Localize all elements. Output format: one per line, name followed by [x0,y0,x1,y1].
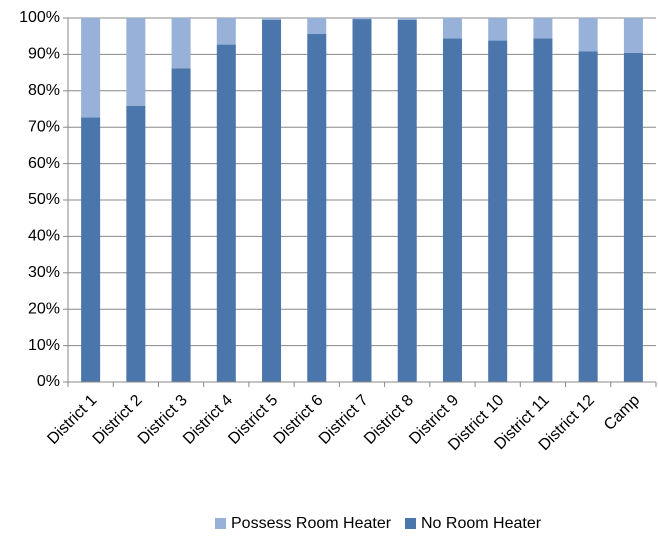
y-tick-label: 20% [28,300,60,317]
legend-label: Possess Room Heater [231,515,392,532]
bar-segment [533,38,553,382]
bar-segment [397,19,417,382]
bar-segment [216,18,236,45]
bar-segment [81,117,101,382]
y-tick-label: 100% [19,9,60,26]
bar-segment [397,18,417,20]
bar-segment [262,19,282,382]
bar-segment [126,105,146,382]
y-tick-label: 80% [28,82,60,99]
y-tick-label: 60% [28,155,60,172]
x-tick-label: Camp [601,392,643,434]
bar-segment [307,34,327,383]
legend-swatch [215,518,226,529]
bar-segment [623,18,643,53]
bar-segment [126,18,146,106]
bar-segment [352,18,372,20]
bar-segment [442,18,462,39]
y-tick-label: 40% [28,228,60,245]
bar-segment [171,18,191,69]
bar-segment [262,18,282,20]
y-tick-label: 50% [28,191,60,208]
bar-segment [623,52,643,382]
bar-segment [442,38,462,382]
bar-segment [533,18,553,39]
y-tick-label: 70% [28,118,60,135]
y-tick-label: 0% [37,373,60,390]
bar-segment [488,40,508,383]
y-tick-label: 30% [28,264,60,281]
y-tick-label: 90% [28,46,60,63]
bar-segment [578,18,598,52]
bar-segment [171,68,191,383]
y-tick-label: 10% [28,337,60,354]
bar-segment [488,18,508,41]
legend-label: No Room Heater [421,515,542,532]
bar-segment [81,18,101,118]
bar-segment [352,19,372,382]
bar-segment [307,18,327,35]
bar-segment [216,44,236,383]
bar-segment [578,51,598,382]
legend-swatch [405,518,416,529]
